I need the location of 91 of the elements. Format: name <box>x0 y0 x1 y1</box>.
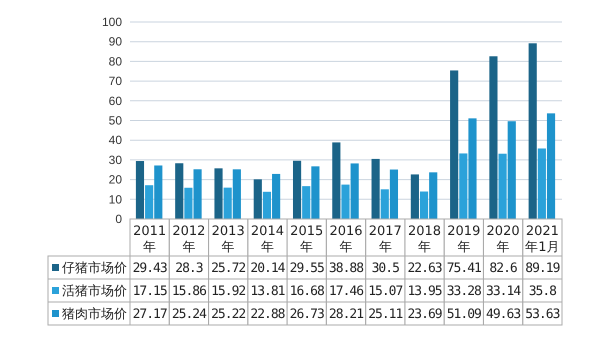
y-tick-label: 50 <box>108 114 122 128</box>
data-label: 30.5 <box>372 261 400 276</box>
y-tick-label: 60 <box>108 94 122 108</box>
x-tick-label: 2017年 <box>368 224 402 255</box>
data-label: 33.28 <box>446 284 482 299</box>
x-tick-label: 2012年 <box>172 224 206 255</box>
data-label: 20.14 <box>250 261 286 276</box>
bar <box>380 189 389 219</box>
bar <box>390 170 398 219</box>
data-label: 22.63 <box>407 261 442 276</box>
bar <box>292 160 302 219</box>
bar <box>350 163 359 219</box>
data-label: 26.73 <box>290 307 324 322</box>
y-tick-label: 40 <box>108 133 122 148</box>
bar <box>450 70 458 219</box>
x-tick-label: 2015年 <box>290 224 324 255</box>
y-tick-label: 80 <box>108 54 122 68</box>
data-label: 25.22 <box>211 307 246 322</box>
data-label: 25.24 <box>172 307 208 322</box>
bar <box>193 169 202 219</box>
data-label: 13.95 <box>407 284 442 299</box>
data-label: 15.07 <box>368 284 403 299</box>
y-tick-label: 20 <box>108 172 122 187</box>
bar <box>311 166 320 219</box>
data-label: 17.46 <box>328 284 364 299</box>
data-label: 75.41 <box>446 261 482 276</box>
data-label: 15.86 <box>172 284 206 299</box>
data-label: 49.63 <box>486 307 520 322</box>
bar <box>372 158 380 219</box>
data-label: 35.8 <box>528 284 556 299</box>
y-tick-label: 100 <box>102 15 122 29</box>
y-tick-label: 70 <box>108 74 122 88</box>
bar <box>232 169 241 219</box>
data-label: 53.63 <box>525 307 560 322</box>
y-tick-label: 90 <box>108 34 122 49</box>
bar <box>136 161 144 219</box>
data-label: 33.14 <box>486 284 522 299</box>
data-label: 13.81 <box>250 284 285 299</box>
data-label: 28.3 <box>175 261 203 276</box>
bar <box>145 185 154 219</box>
bar <box>272 174 280 219</box>
data-label: 25.72 <box>211 261 246 276</box>
bar <box>302 186 310 219</box>
bar <box>224 188 232 219</box>
bar <box>254 179 262 219</box>
data-label: 27.17 <box>132 307 167 322</box>
bar <box>468 118 477 219</box>
y-tick-label: 10 <box>108 192 122 206</box>
bar <box>489 56 498 219</box>
bar <box>546 113 556 219</box>
data-label: 23.69 <box>407 307 442 322</box>
bar <box>410 174 419 219</box>
data-label: 15.92 <box>211 284 246 299</box>
data-label: 22.88 <box>250 307 285 322</box>
x-tick-label: 2020年 <box>486 224 520 255</box>
bar <box>175 163 184 219</box>
data-label: 25.11 <box>368 307 403 322</box>
legend-label: 活猪市场价 <box>62 284 127 299</box>
data-label: 38.88 <box>328 261 364 276</box>
bar <box>459 153 468 219</box>
x-tick-label: 2019年 <box>447 224 480 255</box>
bar <box>498 154 507 219</box>
bar <box>262 192 272 219</box>
x-tick-label: 2013年 <box>212 224 245 255</box>
bar <box>528 43 537 219</box>
bar <box>214 168 223 219</box>
bar <box>508 121 516 219</box>
data-label: 28.21 <box>328 307 364 322</box>
y-tick-label: 0 <box>115 212 122 226</box>
bar <box>538 148 546 219</box>
bar <box>429 172 438 219</box>
legend-label: 猪肉市场价 <box>62 307 127 322</box>
bar <box>154 165 162 219</box>
legend-label: 仔猪市场价 <box>62 261 127 276</box>
bar <box>184 188 192 219</box>
data-label: 29.43 <box>132 261 167 276</box>
x-tick-label: 2016年 <box>329 224 363 255</box>
data-label: 82.6 <box>489 261 517 276</box>
data-label: 17.15 <box>132 284 167 299</box>
x-tick-label: 2011年 <box>133 224 166 255</box>
data-label: 29.55 <box>290 261 324 276</box>
y-tick-label: 30 <box>108 152 122 167</box>
bar <box>332 142 340 219</box>
data-label: 51.09 <box>446 307 482 322</box>
x-tick-label: 2021年1月 <box>525 224 560 255</box>
data-label: 16.68 <box>290 284 324 299</box>
data-label: 89.19 <box>525 261 560 276</box>
bar <box>420 192 428 219</box>
bar <box>341 184 350 219</box>
x-tick-label: 2014年 <box>250 224 284 255</box>
x-tick-label: 2018年 <box>408 224 442 255</box>
